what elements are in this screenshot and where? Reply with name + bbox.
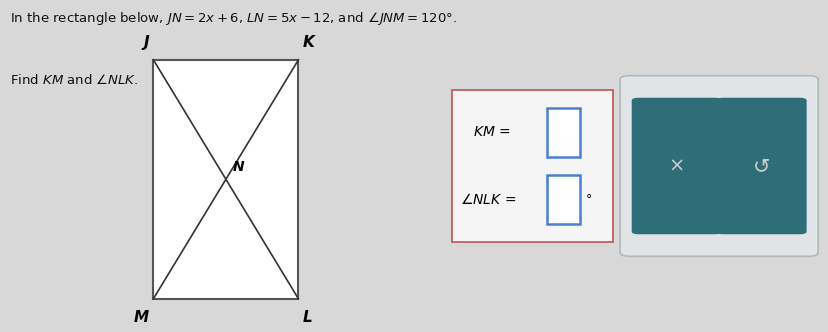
Text: N: N bbox=[232, 160, 244, 174]
FancyBboxPatch shape bbox=[546, 108, 580, 157]
Text: °: ° bbox=[585, 193, 591, 206]
FancyBboxPatch shape bbox=[631, 98, 720, 234]
Text: M: M bbox=[134, 310, 149, 325]
FancyBboxPatch shape bbox=[715, 98, 806, 234]
Text: $KM$ =: $KM$ = bbox=[472, 125, 509, 139]
Text: K: K bbox=[302, 35, 314, 50]
Text: In the rectangle below, $JN=2x+6$, $LN=5x-12$, and $\angle JNM=120°$.: In the rectangle below, $JN=2x+6$, $LN=5… bbox=[10, 10, 456, 27]
Text: $\angle NLK$ =: $\angle NLK$ = bbox=[460, 192, 516, 207]
Text: L: L bbox=[302, 310, 312, 325]
FancyBboxPatch shape bbox=[153, 60, 298, 299]
Text: J: J bbox=[143, 35, 149, 50]
FancyBboxPatch shape bbox=[546, 175, 580, 224]
Text: Find $KM$ and $\angle NLK$.: Find $KM$ and $\angle NLK$. bbox=[10, 73, 138, 87]
Text: ↺: ↺ bbox=[752, 156, 769, 176]
FancyBboxPatch shape bbox=[451, 90, 613, 242]
Text: ×: × bbox=[667, 156, 684, 176]
FancyBboxPatch shape bbox=[619, 76, 817, 256]
